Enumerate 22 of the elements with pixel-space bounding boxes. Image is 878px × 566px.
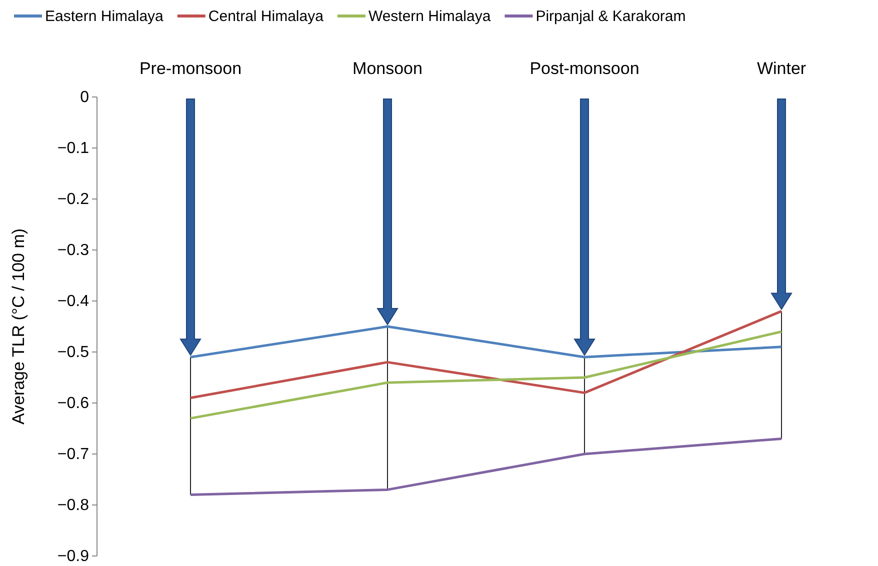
line-series — [189, 330, 783, 420]
line-series — [189, 437, 783, 496]
y-tick-label: −0.7 — [57, 446, 90, 464]
y-tick-label: −0.5 — [57, 344, 90, 362]
line-series — [189, 310, 783, 400]
y-tick-label: −0.6 — [57, 395, 90, 412]
y-tick-label: −0.8 — [57, 497, 90, 514]
legend-label: Pirpanjal & Karakoram — [536, 8, 686, 25]
y-axis-title: Average TLR (°C / 100 m) — [9, 228, 28, 425]
y-tick-label: −0.2 — [57, 191, 90, 208]
y-tick-label: −0.1 — [57, 140, 90, 158]
x-tick-label: Monsoon — [352, 59, 422, 78]
legend-label: Central Himalaya — [208, 8, 324, 25]
x-tick-label: Pre-monsoon — [139, 59, 242, 78]
legend-label: Eastern Himalaya — [45, 8, 164, 25]
legend-label: Western Himalaya — [368, 8, 492, 25]
y-tick-label: −0.4 — [57, 293, 90, 310]
y-tick-label: −0.3 — [57, 242, 90, 260]
y-tick-label: −0.9 — [57, 548, 90, 566]
y-tick-label: 0 — [80, 89, 90, 106]
x-tick-label: Winter — [756, 59, 806, 78]
x-tick-label: Post-monsoon — [530, 59, 640, 78]
